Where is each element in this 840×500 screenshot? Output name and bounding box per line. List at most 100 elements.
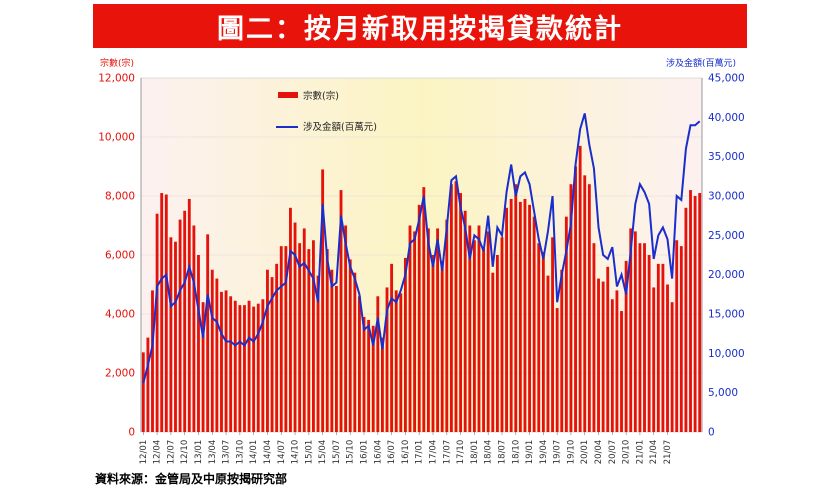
bar bbox=[238, 305, 242, 432]
x-tick-labels: 12/01 12/04 12/07 12/10 13/01 13/04 13/07 13/10… bbox=[139, 432, 673, 464]
x-tick-label: 12/10 bbox=[180, 440, 190, 465]
bar bbox=[500, 237, 504, 432]
x-tick-label: 13/10 bbox=[235, 440, 245, 465]
bar bbox=[670, 302, 674, 432]
x-tick-label: 18/01 bbox=[470, 440, 480, 465]
bar bbox=[624, 260, 628, 432]
x-tick-label: 20/07 bbox=[608, 440, 618, 465]
x-tick-label: 19/04 bbox=[539, 440, 549, 465]
bar bbox=[505, 207, 508, 432]
bar bbox=[390, 263, 394, 432]
bar bbox=[578, 145, 582, 432]
bar bbox=[422, 187, 426, 432]
bar bbox=[192, 225, 196, 432]
left-tick-label: 2,000 bbox=[105, 368, 135, 380]
bar bbox=[215, 278, 219, 432]
left-tick-label: 12,000 bbox=[98, 73, 135, 85]
x-tick-label: 20/01 bbox=[580, 440, 590, 465]
bar bbox=[454, 181, 458, 432]
bar bbox=[597, 278, 600, 432]
bar bbox=[210, 269, 214, 432]
bar bbox=[206, 234, 210, 432]
bar bbox=[638, 243, 642, 432]
bar bbox=[569, 184, 573, 432]
x-tick-label: 15/07 bbox=[332, 440, 342, 465]
bar bbox=[426, 228, 430, 432]
bar bbox=[587, 184, 591, 432]
bar bbox=[348, 259, 352, 432]
bar bbox=[385, 287, 389, 432]
bar bbox=[358, 296, 361, 432]
right-tick-label: 20,000 bbox=[708, 269, 745, 281]
bar bbox=[293, 222, 297, 432]
bar bbox=[413, 231, 417, 432]
amount-line bbox=[142, 113, 701, 384]
bar bbox=[183, 210, 187, 432]
bar bbox=[155, 213, 159, 432]
bar bbox=[371, 325, 375, 432]
bar bbox=[403, 257, 407, 432]
bar bbox=[633, 231, 637, 432]
left-axis-ticks: 0 2,000 4,000 6,000 8,000 10,000 12,000 bbox=[98, 73, 142, 439]
bar bbox=[362, 316, 366, 432]
bar bbox=[330, 269, 334, 432]
bar bbox=[261, 299, 265, 432]
bar bbox=[247, 300, 251, 432]
bar bbox=[302, 228, 306, 432]
bar bbox=[689, 190, 692, 432]
source-note: 資料來源：金管局及中原按揭研究部 bbox=[95, 472, 288, 486]
bar bbox=[583, 175, 587, 432]
left-tick-label: 8,000 bbox=[105, 191, 135, 203]
bar bbox=[643, 243, 646, 432]
bar bbox=[169, 237, 173, 432]
bar bbox=[661, 263, 665, 432]
bar bbox=[491, 272, 495, 432]
bar bbox=[440, 260, 444, 432]
bar bbox=[509, 198, 513, 432]
right-tick-label: 35,000 bbox=[708, 151, 745, 163]
bar bbox=[610, 299, 614, 432]
left-axis-label: 宗數(宗) bbox=[100, 57, 134, 69]
bar bbox=[164, 194, 168, 432]
legend-bar-label: 宗數(宗) bbox=[303, 90, 339, 102]
bar-series bbox=[141, 145, 702, 433]
bar bbox=[449, 184, 453, 432]
x-tick-label: 17/10 bbox=[456, 440, 466, 465]
bar bbox=[220, 291, 223, 433]
bar bbox=[178, 219, 182, 432]
bar bbox=[353, 272, 357, 432]
right-axis-label: 涉及金額(百萬元) bbox=[666, 57, 736, 69]
x-tick-label: 18/10 bbox=[511, 440, 521, 465]
chart-title: 圖二：按月新取用按揭貸款統計 bbox=[217, 13, 623, 45]
x-tick-label: 16/10 bbox=[401, 440, 411, 465]
bar bbox=[275, 263, 279, 432]
bar bbox=[445, 219, 449, 432]
x-tick-label: 21/01 bbox=[635, 440, 645, 465]
x-tick-label: 17/04 bbox=[429, 440, 439, 465]
bar bbox=[394, 290, 398, 432]
bar bbox=[436, 228, 440, 432]
x-tick-label: 12/04 bbox=[153, 440, 163, 465]
x-tick-label: 18/04 bbox=[484, 440, 494, 465]
bar bbox=[289, 207, 292, 432]
x-tick-label: 13/04 bbox=[208, 440, 218, 465]
bar bbox=[399, 293, 403, 432]
bar bbox=[592, 243, 596, 432]
bar bbox=[417, 204, 421, 432]
bar bbox=[252, 306, 256, 433]
bar bbox=[316, 275, 320, 432]
x-tick-label: 12/07 bbox=[166, 440, 176, 465]
x-tick-label: 20/10 bbox=[622, 440, 632, 465]
x-tick-label: 16/07 bbox=[387, 440, 397, 465]
x-tick-label: 20/04 bbox=[594, 440, 604, 465]
bar bbox=[339, 190, 343, 432]
x-tick-label: 19/10 bbox=[566, 440, 576, 465]
bar bbox=[477, 225, 481, 432]
bar bbox=[684, 207, 688, 432]
x-tick-label: 15/01 bbox=[304, 440, 314, 465]
bar bbox=[482, 249, 485, 432]
x-tick-label: 14/01 bbox=[249, 440, 259, 465]
bar bbox=[367, 319, 371, 432]
bar bbox=[187, 198, 191, 432]
